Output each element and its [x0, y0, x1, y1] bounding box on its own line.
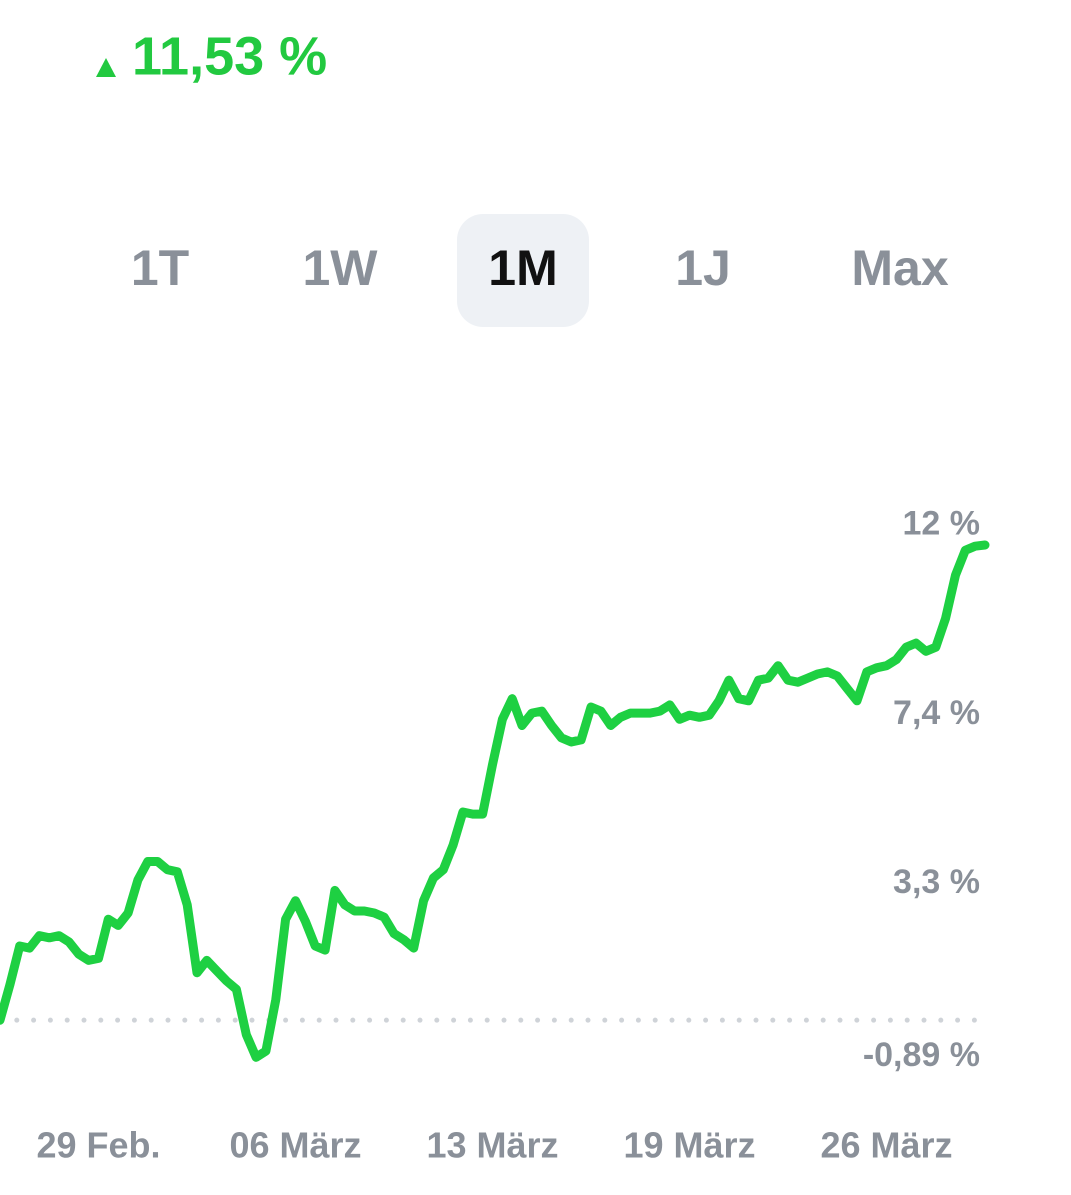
chart: 12 % 7,4 % 3,3 % -0,89 % 29 Feb. 06 März 13 Mä…: [0, 505, 990, 1166]
tab-label[interactable]: 1J: [675, 240, 731, 296]
range-tab[interactable]: 1M: [457, 214, 589, 327]
tab-label[interactable]: 1W: [303, 240, 379, 296]
y-tick-label: 12 %: [903, 505, 981, 543]
x-tick-label: 26 März: [820, 1125, 952, 1166]
y-tick-label: -0,89 %: [863, 1036, 980, 1074]
x-tick-label: 06 März: [229, 1125, 361, 1166]
x-tick-label: 29 Feb.: [36, 1125, 160, 1166]
range-tab[interactable]: Max: [851, 240, 948, 296]
range-tab[interactable]: 1J: [675, 240, 731, 296]
up-arrow: [96, 58, 116, 77]
y-tick-label: 7,4 %: [893, 694, 980, 732]
tab-label[interactable]: 1M: [488, 240, 557, 296]
y-tick-label: 3,3 %: [893, 863, 980, 901]
tab-label[interactable]: 1T: [131, 240, 189, 296]
tab-label[interactable]: Max: [851, 240, 948, 296]
range-tab[interactable]: 1T: [131, 240, 189, 296]
x-tick-label: 19 März: [623, 1125, 755, 1166]
change-value: 11,53 %: [132, 26, 327, 86]
x-tick-label: 13 März: [426, 1125, 558, 1166]
range-tabs: 1T 1W 1M 1J Max: [131, 214, 949, 327]
range-tab[interactable]: 1W: [303, 240, 379, 296]
price-line: [0, 540, 990, 1062]
tab-highlight: [457, 214, 589, 327]
